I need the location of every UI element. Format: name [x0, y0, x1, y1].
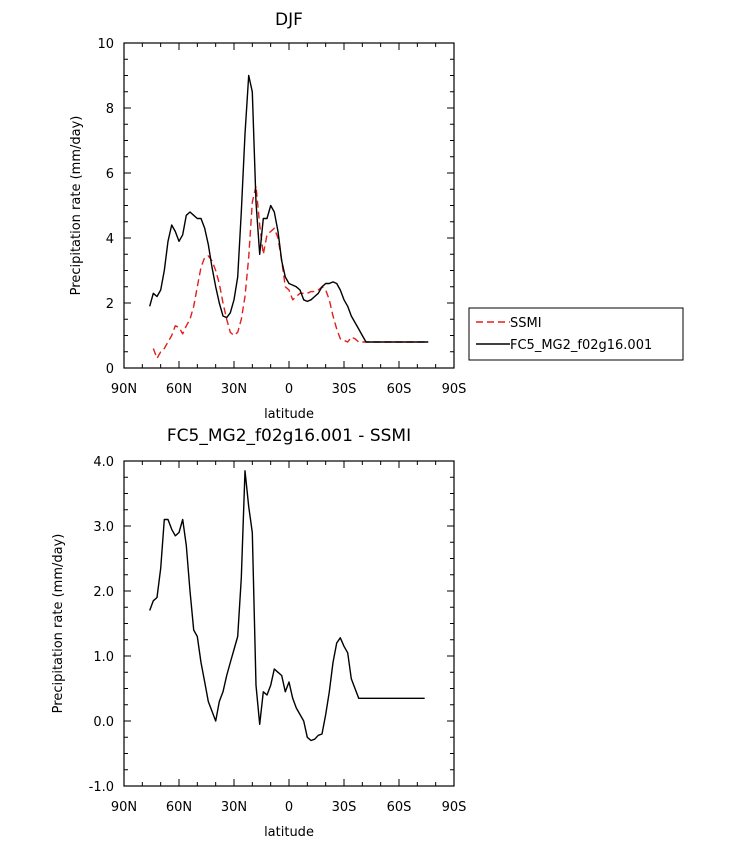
- x-tick-label: 90N: [111, 382, 137, 397]
- y-tick-label: 2.0: [93, 585, 114, 600]
- y-tick-label: 2: [106, 297, 114, 312]
- x-axis-label: latitude: [264, 825, 314, 840]
- y-tick-labels: 0 2 4 6 8 10: [97, 37, 114, 377]
- x-tick-label: 60S: [387, 382, 412, 397]
- plot-frame: [123, 42, 455, 369]
- y-tick-label: 4.0: [93, 455, 114, 470]
- y-tick-label: 0.0: [93, 715, 114, 730]
- legend-label-fc5: FC5_MG2_f02g16.001: [510, 338, 652, 353]
- x-tick-label: 90S: [442, 800, 467, 815]
- plot-frame: [123, 460, 455, 787]
- legend-box: [468, 307, 684, 361]
- y-tick-label: 4: [106, 232, 114, 247]
- panel-title: DJF: [275, 10, 303, 30]
- series-group: [149, 470, 425, 742]
- x-tick-label: 0: [285, 800, 293, 815]
- x-tick-label: 30S: [332, 382, 357, 397]
- x-tick-label: 30N: [221, 382, 247, 397]
- y-tick-label: 8: [106, 102, 114, 117]
- x-tick-label: 90N: [111, 800, 137, 815]
- series-group: [149, 74, 429, 359]
- y-tick-label: 6: [106, 167, 114, 182]
- x-tick-label: 60N: [166, 382, 192, 397]
- x-tick-label: 90S: [442, 382, 467, 397]
- x-tick-label: 30S: [332, 800, 357, 815]
- panel-djf: DJF 90N 60N 30N 0 30S 60S 90S 0 2 4 6 8 10 latitude…: [69, 10, 684, 422]
- y-axis-label: Precipitation rate (mm/day): [51, 534, 66, 714]
- tick-marks: [123, 460, 455, 787]
- tick-marks: [123, 42, 455, 369]
- panel-title: FC5_MG2_f02g16.001 - SSMI: [167, 426, 411, 446]
- legend: SSMI FC5_MG2_f02g16.001: [468, 307, 684, 361]
- y-tick-label: 10: [97, 37, 114, 52]
- x-tick-labels: 90N 60N 30N 0 30S 60S 90S: [111, 382, 467, 397]
- x-axis-label: latitude: [264, 407, 314, 422]
- x-tick-label: 60N: [166, 800, 192, 815]
- y-tick-label: -1.0: [89, 780, 114, 795]
- series-line-fc5-mg2-f02g16-001: [149, 74, 429, 343]
- y-axis-label: Precipitation rate (mm/day): [69, 116, 84, 296]
- series-line-ssmi: [152, 185, 425, 359]
- panel-difference: FC5_MG2_f02g16.001 - SSMI 90N 60N 30N 0 30S 6…: [51, 426, 466, 840]
- y-tick-label: 0: [106, 362, 114, 377]
- y-tick-label: 3.0: [93, 520, 114, 535]
- legend-label-ssmi: SSMI: [510, 316, 542, 331]
- y-tick-labels: -1.0 0.0 1.0 2.0 3.0 4.0: [89, 455, 114, 795]
- x-tick-label: 0: [285, 382, 293, 397]
- series-line-difference: [149, 470, 425, 742]
- x-tick-label: 30N: [221, 800, 247, 815]
- x-tick-label: 60S: [387, 800, 412, 815]
- y-tick-label: 1.0: [93, 650, 114, 665]
- x-tick-labels: 90N 60N 30N 0 30S 60S 90S: [111, 800, 467, 815]
